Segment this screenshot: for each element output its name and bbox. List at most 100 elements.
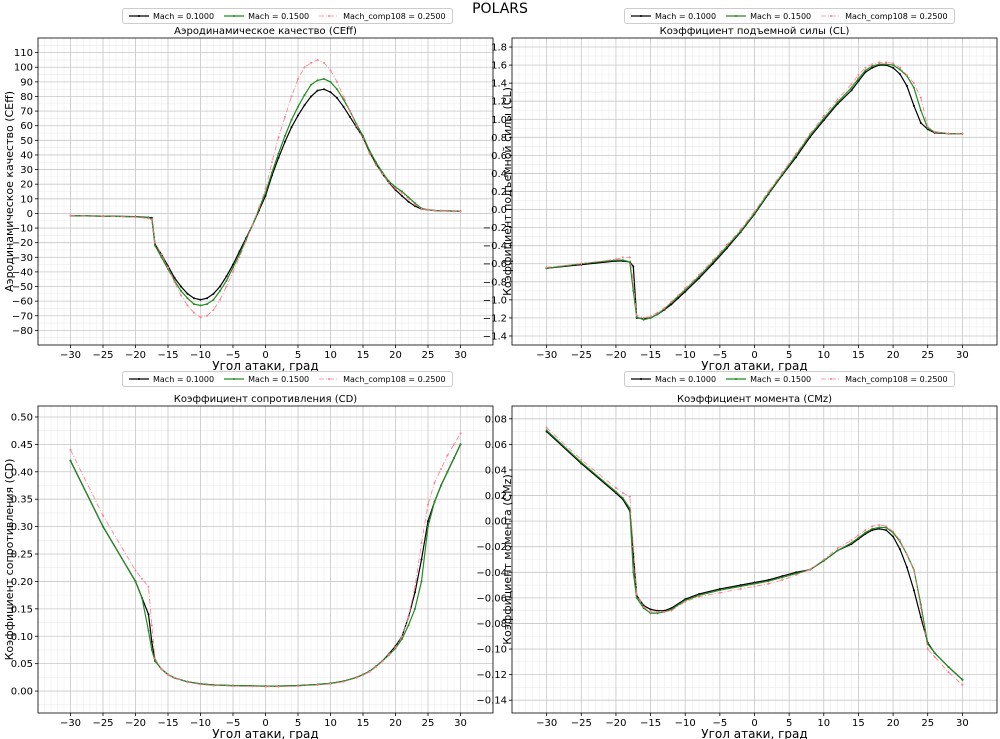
- legend-label: Mach = 0.1000: [153, 374, 215, 384]
- data-point: [739, 230, 742, 233]
- y-tick-label: 0.05: [11, 659, 33, 670]
- series-line: [70, 433, 461, 688]
- x-tick-label: 10: [817, 350, 830, 361]
- x-tick-label: −15: [640, 350, 661, 361]
- x-axis-label: Угол атаки, град: [701, 359, 807, 373]
- data-point: [186, 297, 189, 300]
- data-point: [206, 314, 208, 317]
- y-tick-label: −1.0: [483, 295, 507, 306]
- x-tick-label: 20: [389, 350, 402, 361]
- data-point: [885, 61, 888, 64]
- data-point: [857, 74, 860, 76]
- data-point: [232, 266, 234, 269]
- data-point: [362, 137, 364, 140]
- data-point: [440, 484, 442, 487]
- y-tick-label: 110: [14, 48, 33, 59]
- data-point: [264, 685, 267, 688]
- legend-label: Mach_comp108 = 0.2500: [845, 11, 948, 21]
- data-point: [414, 205, 416, 208]
- data-point: [349, 115, 351, 118]
- data-point: [926, 648, 929, 650]
- data-point: [878, 526, 881, 529]
- data-point: [836, 101, 839, 104]
- data-point: [225, 279, 228, 282]
- data-point: [277, 136, 280, 139]
- data-point: [580, 458, 583, 461]
- data-point: [147, 613, 150, 616]
- data-point: [401, 194, 403, 197]
- data-point: [414, 585, 416, 588]
- data-point: [381, 171, 384, 174]
- subplot: −30 −25 −20 −15 −10 −5 0 5 10 15 20 25 30 −0.14 −0.12 −…: [476, 394, 998, 739]
- data-point: [961, 683, 964, 686]
- x-tick-label: 25: [422, 718, 435, 729]
- x-tick-label: 30: [956, 350, 969, 361]
- data-point: [180, 294, 182, 297]
- x-tick-label: −25: [92, 350, 113, 361]
- data-point: [919, 121, 922, 124]
- data-point: [919, 616, 922, 619]
- data-point: [212, 308, 215, 311]
- data-point: [433, 481, 436, 484]
- data-point: [134, 216, 137, 219]
- data-point: [711, 259, 714, 262]
- data-point: [375, 161, 377, 164]
- data-point: [316, 58, 319, 61]
- x-tick-label: −25: [571, 718, 592, 729]
- data-point: [857, 534, 860, 537]
- y-tick-label: 0.20: [11, 577, 33, 588]
- data-point: [150, 640, 153, 643]
- x-tick-label: 5: [295, 718, 301, 729]
- y-tick-label: 50: [20, 136, 33, 147]
- data-point: [677, 294, 680, 297]
- data-point: [698, 275, 701, 278]
- x-tick-label: 25: [422, 350, 435, 361]
- x-tick-label: 15: [357, 718, 370, 729]
- data-point: [871, 65, 874, 67]
- data-point: [649, 316, 652, 319]
- x-tick-label: 15: [357, 350, 370, 361]
- data-point: [154, 244, 156, 247]
- data-point: [453, 443, 455, 446]
- data-point: [141, 577, 143, 580]
- data-point: [905, 553, 908, 556]
- data-point: [440, 468, 442, 470]
- data-point: [375, 666, 377, 668]
- data-point: [446, 454, 449, 457]
- y-axis-label: Коэффициент сопротивления (CD): [3, 459, 16, 661]
- data-point: [154, 657, 156, 660]
- data-point: [670, 609, 673, 612]
- data-point: [459, 432, 462, 435]
- y-tick-label: 0.0: [491, 205, 507, 216]
- data-point: [781, 579, 784, 581]
- y-tick-label: −30: [12, 253, 33, 264]
- data-point: [545, 266, 548, 269]
- legend-swatch: [726, 15, 747, 17]
- data-point: [580, 262, 583, 265]
- series-line: [70, 59, 461, 318]
- y-tick-label: 90: [20, 77, 33, 88]
- data-point: [238, 253, 241, 256]
- y-tick-label: 100: [14, 63, 33, 74]
- series-line: [546, 62, 963, 319]
- data-point: [850, 83, 853, 86]
- figure-title: POLARS: [472, 1, 528, 17]
- data-point: [284, 115, 286, 118]
- data-point: [795, 573, 798, 576]
- data-point: [649, 608, 652, 611]
- data-point: [277, 156, 280, 159]
- data-point: [656, 610, 659, 613]
- data-point: [621, 492, 624, 494]
- data-point: [310, 95, 312, 98]
- data-point: [316, 89, 319, 92]
- data-point: [545, 426, 548, 429]
- data-point: [219, 285, 221, 288]
- y-axis-label: Аэродинамическое качество (CEff): [3, 91, 16, 292]
- y-tick-label: 20: [20, 180, 33, 191]
- legend-entry: Mach = 0.1500: [726, 12, 811, 21]
- data-point: [355, 676, 358, 679]
- x-tick-label: −25: [571, 350, 592, 361]
- y-tick-label: −60: [12, 297, 33, 308]
- data-point: [212, 292, 215, 295]
